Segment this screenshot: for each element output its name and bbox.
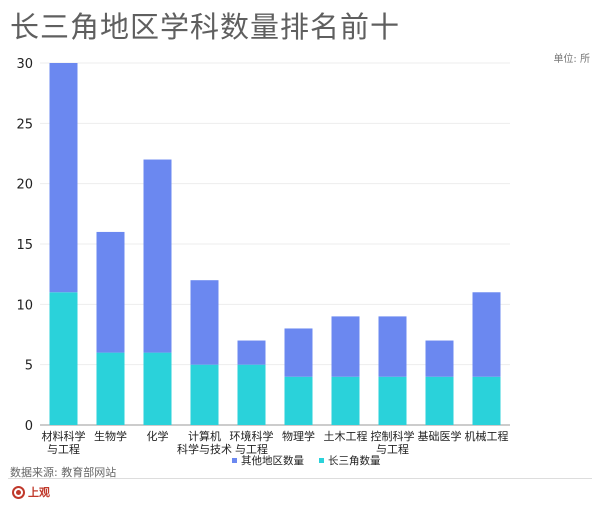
x-tick-label: 机械工程 bbox=[465, 429, 509, 443]
x-tick-label: 物理学 bbox=[282, 429, 315, 443]
bar-other bbox=[49, 63, 78, 293]
y-tick-label: 15 bbox=[16, 238, 33, 253]
x-tick-label: 土木工程 bbox=[324, 430, 368, 443]
bar-other bbox=[284, 328, 313, 377]
y-tick-label: 0 bbox=[25, 419, 33, 434]
logo-text: 上观 bbox=[28, 486, 50, 499]
x-tick-label: 化学 bbox=[147, 429, 169, 443]
publisher-logo: 上观 bbox=[12, 484, 50, 500]
bar-yrd bbox=[472, 376, 501, 425]
bar-other bbox=[143, 159, 172, 353]
chart-title: 长三角地区学科数量排名前十 bbox=[10, 10, 401, 44]
x-tick-label: 计算机 bbox=[188, 429, 221, 443]
legend-swatch bbox=[319, 458, 324, 463]
x-tick-label: 环境科学 bbox=[230, 429, 274, 443]
unit-label: 单位: 所 bbox=[553, 54, 590, 65]
x-tick-label: 控制科学 bbox=[371, 429, 415, 443]
y-tick-label: 30 bbox=[16, 57, 33, 72]
bar-yrd bbox=[143, 352, 172, 425]
x-tick-label: 与工程 bbox=[235, 443, 268, 456]
x-tick-label: 与工程 bbox=[47, 443, 80, 456]
footer-divider bbox=[8, 478, 592, 479]
bar-other bbox=[472, 292, 501, 377]
bar-yrd bbox=[284, 376, 313, 425]
x-tick-label: 材料科学 bbox=[42, 429, 86, 443]
y-tick-label: 20 bbox=[16, 178, 33, 193]
bar-other bbox=[425, 340, 454, 377]
bar-yrd bbox=[190, 364, 219, 425]
y-tick-label: 5 bbox=[25, 359, 33, 374]
bar-other bbox=[378, 316, 407, 377]
data-source: 数据来源: 教育部网站 bbox=[10, 466, 117, 479]
bar-yrd bbox=[378, 376, 407, 425]
logo-icon bbox=[12, 485, 25, 499]
x-tick-label: 基础医学 bbox=[418, 429, 462, 443]
legend-label: 其他地区数量 bbox=[241, 454, 304, 467]
bar-yrd bbox=[331, 376, 360, 425]
bar-yrd bbox=[96, 352, 125, 425]
bar-other bbox=[331, 316, 360, 377]
bar-other bbox=[96, 231, 125, 353]
legend-label: 长三角数量 bbox=[328, 454, 381, 467]
bar-other bbox=[237, 340, 266, 365]
legend-swatch bbox=[232, 458, 237, 463]
bar-yrd bbox=[425, 376, 454, 425]
bar-yrd bbox=[237, 364, 266, 425]
bar-other bbox=[190, 280, 219, 365]
y-tick-label: 10 bbox=[16, 298, 33, 313]
bar-yrd bbox=[49, 292, 78, 425]
x-tick-label: 与工程 bbox=[376, 443, 409, 456]
y-tick-label: 25 bbox=[16, 117, 33, 132]
x-tick-label: 科学与技术 bbox=[177, 442, 232, 456]
x-tick-label: 生物学 bbox=[94, 429, 127, 443]
